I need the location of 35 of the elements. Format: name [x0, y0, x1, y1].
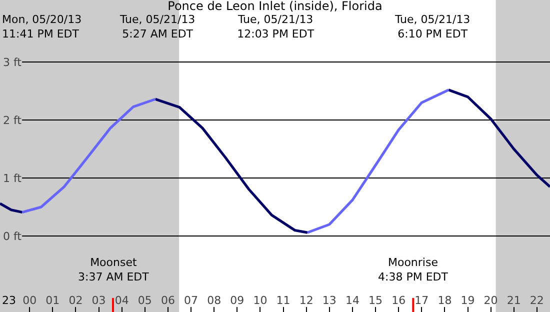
x-tick-label: 09: [230, 294, 244, 307]
x-tick-label: 17: [414, 294, 429, 307]
annotation: Tue, 05/21/13 5:27 AM EDT: [119, 13, 196, 40]
x-tick-label: 02: [68, 294, 83, 307]
x-tick-label: 15: [368, 294, 383, 307]
annotation: Tue, 05/21/13 6:10 PM EDT: [394, 13, 470, 40]
y-tick-label: 2 ft: [3, 114, 22, 127]
chart-title: Ponce de Leon Inlet (inside), Florida: [168, 0, 382, 13]
x-tick-label: 06: [160, 294, 175, 307]
x-tick-label: 19: [460, 294, 475, 307]
x-tick-label: 12: [299, 294, 314, 307]
x-tick-label: 00: [22, 294, 37, 307]
x-tick-label: 01: [46, 294, 60, 307]
x-tick-label: 05: [138, 294, 152, 307]
annotation: Tue, 05/21/13 12:03 PM EDT: [237, 13, 314, 40]
x-tick-label: 23: [2, 294, 16, 307]
y-tick-label: 3 ft: [3, 56, 22, 69]
x-tick-label: 03: [92, 294, 106, 307]
y-tick-label: 1 ft: [3, 172, 22, 185]
ref-line-label: Moonrise 4:38 PM EDT: [378, 256, 448, 284]
x-tick-label: 14: [345, 294, 360, 307]
x-tick-label: 22: [530, 294, 544, 307]
x-tick-label: 16: [392, 294, 406, 307]
x-tick-label: 08: [207, 294, 222, 307]
ref-line-label: Moonset 3:37 AM EDT: [78, 256, 150, 284]
x-tick-label: 11: [276, 294, 290, 307]
x-tick-label: 18: [438, 294, 452, 307]
x-tick-label: 07: [184, 294, 198, 307]
x-tick-label: 04: [114, 294, 129, 307]
x-tick-label: 20: [484, 294, 498, 307]
x-tick-label: 13: [322, 294, 336, 307]
y-tick-label: 0 ft: [3, 230, 22, 243]
x-tick-label: 21: [506, 294, 521, 307]
annotation: Mon, 05/20/13 11:41 PM EDT: [2, 13, 82, 40]
x-tick-label: 10: [253, 294, 268, 307]
